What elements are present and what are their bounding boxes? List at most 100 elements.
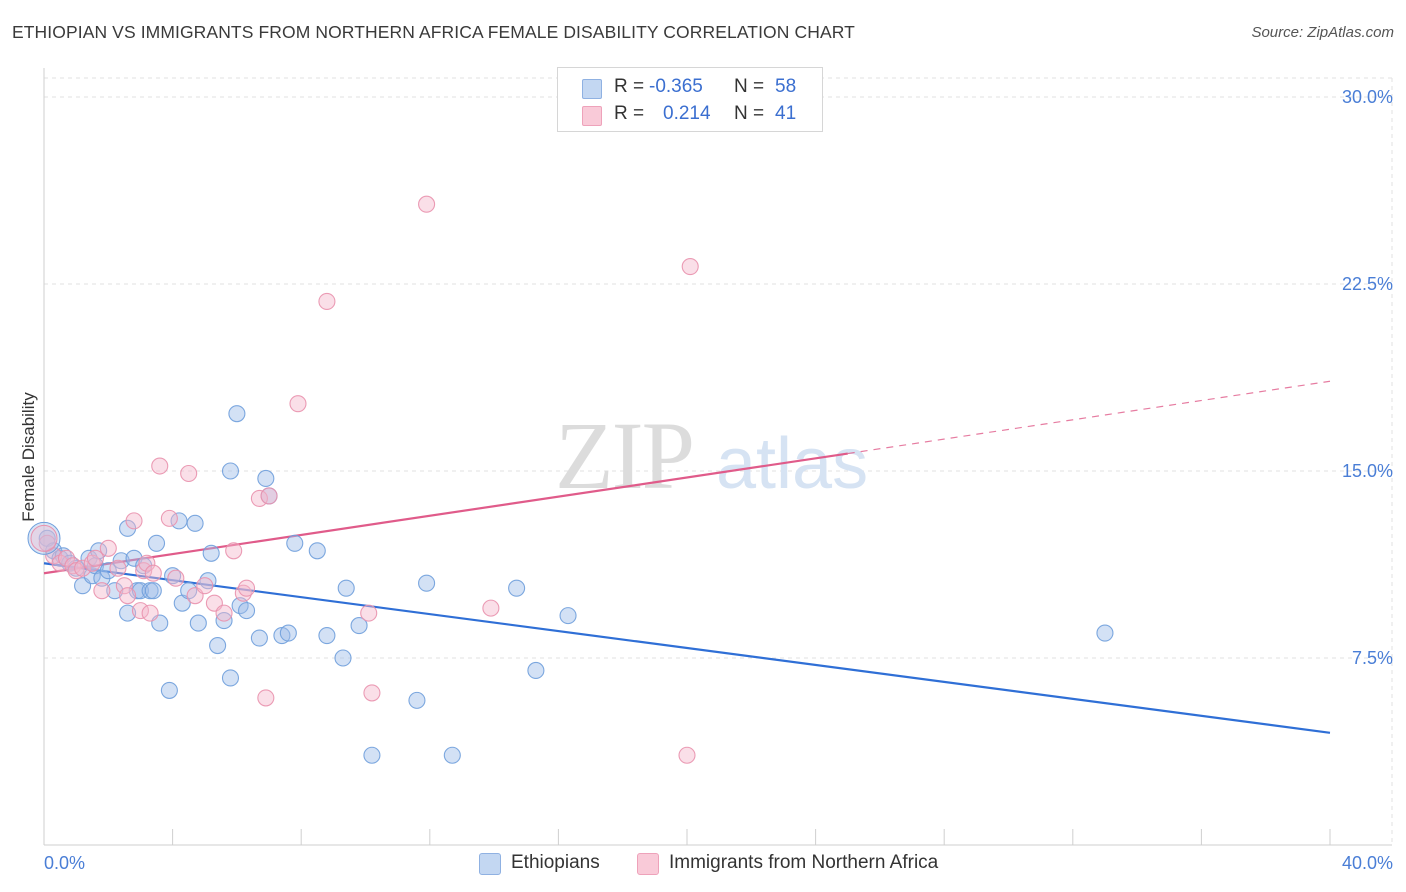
point-immigrant <box>681 257 699 276</box>
point-ethiopian <box>164 567 182 585</box>
point-ethiopian <box>131 582 149 600</box>
point-immigrant <box>237 579 256 597</box>
point-immigrant <box>119 587 137 605</box>
point-ethiopian <box>350 617 368 635</box>
y-tick-label: 30.0% <box>1342 87 1393 107</box>
point-immigrant <box>250 489 268 507</box>
point-ethiopian <box>106 582 124 600</box>
point-ethiopian <box>337 579 355 597</box>
point-immigrant <box>225 542 243 560</box>
point-immigrant <box>141 604 159 622</box>
point-ethiopian <box>408 691 426 709</box>
y-tick-label: 7.5% <box>1352 648 1393 668</box>
watermark: ZIP atlas <box>555 402 868 509</box>
trend-line-immigrants-extension <box>847 380 1331 455</box>
point-ethiopian <box>308 542 326 560</box>
point-immigrant <box>180 464 198 483</box>
tick-labels: 7.5% 15.0% 22.5% 30.0% 0.0% 40.0% <box>44 87 1393 873</box>
point-ethiopian <box>189 614 207 632</box>
x-tick-label-min: 0.0% <box>44 853 85 873</box>
point-ethiopian <box>221 669 240 687</box>
point-immigrant <box>74 559 92 577</box>
n-value-immigrants: 41 <box>775 103 797 124</box>
axes <box>43 68 1392 846</box>
point-immigrant <box>138 554 156 572</box>
data-points <box>27 195 1114 764</box>
n-label: N = <box>734 103 765 124</box>
point-ethiopian <box>237 602 256 620</box>
point-immigrant <box>196 577 214 595</box>
point-ethiopian <box>209 636 227 655</box>
point-immigrant <box>418 195 436 213</box>
point-immigrant <box>678 746 696 764</box>
r-value-immigrants: 0.214 <box>663 103 711 124</box>
point-immigrant <box>257 689 275 707</box>
correlation-stats-box: R = -0.365 N = 58 R = 0.214 N = 41 <box>557 67 823 132</box>
point-ethiopian <box>147 534 166 552</box>
point-ethiopian <box>144 582 162 600</box>
point-ethiopian <box>318 627 336 645</box>
trend-lines <box>43 380 1331 734</box>
point-immigrant <box>93 582 111 600</box>
point-ethiopian <box>443 746 461 764</box>
point-immigrant <box>64 557 82 575</box>
point-immigrant <box>144 564 162 582</box>
source-label: Source: ZipAtlas.com <box>1251 24 1394 41</box>
trend-line-immigrants <box>43 452 848 575</box>
point-ethiopian <box>559 607 577 625</box>
point-immigrant <box>360 604 378 622</box>
point-ethiopian <box>99 562 117 580</box>
point-immigrant <box>160 509 178 527</box>
point-immigrant <box>234 584 252 602</box>
point-ethiopian <box>418 574 436 592</box>
point-immigrant <box>260 487 278 505</box>
point-ethiopian <box>279 624 297 642</box>
n-value-ethiopians: 58 <box>775 76 797 97</box>
point-immigrant <box>109 559 127 577</box>
point-immigrant <box>99 539 117 557</box>
point-ethiopian <box>202 544 220 562</box>
point-immigrant <box>86 549 104 567</box>
point-ethiopian <box>334 649 352 667</box>
point-immigrant <box>167 569 185 587</box>
watermark-atlas: atlas <box>716 424 868 504</box>
point-ethiopian <box>221 462 240 480</box>
chart-title: ETHIOPIAN VS IMMIGRANTS FROM NORTHERN AF… <box>12 22 855 42</box>
point-ethiopian <box>1096 624 1114 642</box>
point-immigrant <box>363 684 381 702</box>
r-label: R = <box>614 76 645 97</box>
point-immigrant <box>482 599 500 617</box>
point-immigrant <box>83 554 101 572</box>
point-immigrant <box>30 524 58 552</box>
point-ethiopian <box>508 579 526 597</box>
point-ethiopian <box>199 572 217 590</box>
point-ethiopian <box>228 405 246 423</box>
legend-label-immigrants: Immigrants from Northern Africa <box>669 852 939 873</box>
stats-swatch-ethiopians <box>582 79 602 99</box>
point-ethiopian <box>527 661 545 680</box>
point-immigrant <box>318 292 336 311</box>
point-immigrant <box>131 602 149 620</box>
point-ethiopian <box>160 681 178 699</box>
point-ethiopian <box>363 746 381 764</box>
point-immigrant <box>151 457 169 475</box>
y-tick-label: 15.0% <box>1342 461 1393 481</box>
point-immigrant <box>289 395 307 413</box>
watermark-zip: ZIP <box>555 402 693 509</box>
point-ethiopian <box>186 514 204 532</box>
point-ethiopian <box>257 469 275 488</box>
legend-swatch-ethiopians <box>479 853 501 875</box>
point-immigrant <box>115 577 133 595</box>
point-ethiopian <box>250 629 268 647</box>
stats-swatch-immigrants <box>582 106 602 126</box>
r-value-ethiopians: -0.365 <box>649 76 703 97</box>
x-tick-label-max: 40.0% <box>1342 853 1393 873</box>
y-tick-label: 22.5% <box>1342 274 1393 294</box>
point-ethiopian <box>119 604 137 622</box>
trend-line-ethiopians <box>43 562 1331 734</box>
r-label: R = <box>614 103 645 124</box>
legend-swatch-immigrants <box>637 853 659 875</box>
point-immigrant <box>125 512 143 530</box>
point-ethiopian <box>286 534 304 552</box>
